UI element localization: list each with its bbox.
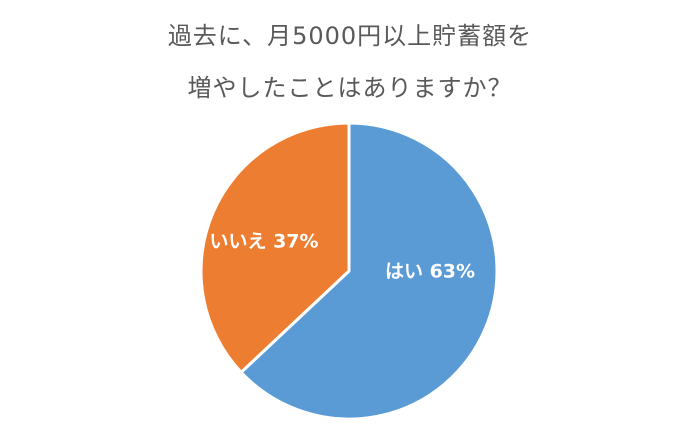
- pie-slice-1: [199, 121, 351, 374]
- pie-slices: [199, 121, 499, 421]
- pie-labels: はい 63% いいえ 37%: [209, 231, 475, 283]
- chart-title: 過去に、月5000円以上貯蓄額を 増やしたことはありますか？: [0, 10, 700, 114]
- chart-title-line-1: 過去に、月5000円以上貯蓄額を: [167, 22, 533, 50]
- chart-title-line-2: 増やしたことはありますか？: [187, 74, 513, 102]
- pie-slice-label-0: はい 63%: [385, 261, 475, 283]
- pie-slice-label-1: いいえ 37%: [209, 231, 318, 253]
- pie-slice-0: [239, 121, 499, 421]
